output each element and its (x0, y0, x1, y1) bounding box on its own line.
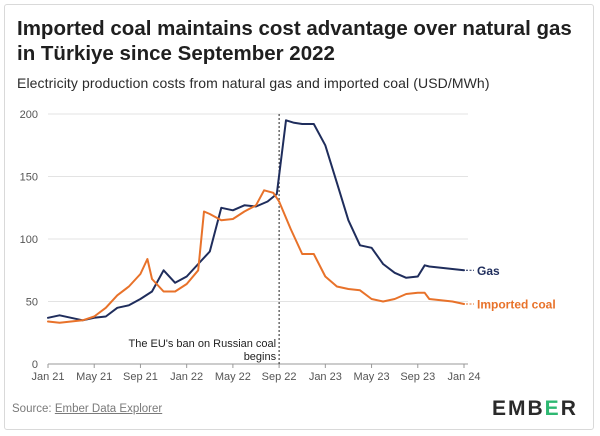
x-tick-label: Jan 23 (309, 371, 342, 383)
annotation-label: begins (244, 351, 277, 363)
logo-accent-letter: E (544, 397, 561, 420)
x-tick-label: May 22 (215, 371, 251, 383)
x-tick-label: May 23 (354, 371, 390, 383)
logo-text-start: EMB (492, 397, 545, 420)
chart-subtitle: Electricity production costs from natura… (17, 75, 490, 91)
logo-text-end: R (560, 397, 578, 420)
x-tick-label: May 21 (76, 371, 112, 383)
x-tick-label: Jan 21 (31, 371, 64, 383)
series-end-label: Gas (477, 264, 500, 278)
source-note: Source: Ember Data Explorer (12, 403, 162, 415)
x-tick-label: Jan 22 (170, 371, 203, 383)
series-line-gas (47, 119, 465, 322)
source-label: Source: (12, 403, 52, 415)
x-tick-label: Sep 21 (123, 371, 158, 383)
ember-logo: EMBER (492, 397, 578, 421)
y-tick-label: 100 (20, 234, 38, 246)
x-tick-label: Jan 24 (447, 371, 480, 383)
y-tick-label: 0 (32, 359, 38, 371)
chart-title: Imported coal maintains cost advantage o… (17, 17, 572, 65)
y-tick-label: 200 (20, 109, 38, 121)
series-line-imported-coal (47, 189, 465, 324)
chart-card: Imported coal maintains cost advantage o… (4, 4, 594, 430)
y-tick-label: 50 (26, 297, 38, 309)
x-tick-label: Sep 22 (262, 371, 297, 383)
series-end-label: Imported coal (477, 298, 556, 312)
source-link[interactable]: Ember Data Explorer (54, 403, 163, 415)
y-tick-label: 150 (20, 172, 38, 184)
x-tick-label: Sep 23 (400, 371, 435, 383)
annotation-label: The EU's ban on Russian coal (128, 338, 276, 350)
